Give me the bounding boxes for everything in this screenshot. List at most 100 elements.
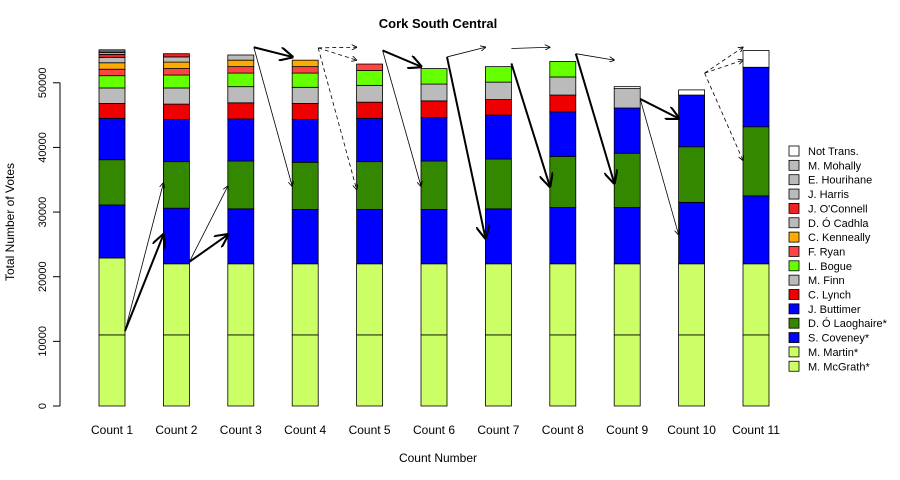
transfer-arrow-8	[318, 47, 356, 60]
x-tick-label: Count 4	[284, 423, 326, 437]
bar-segment-m-finn-count-8	[549, 76, 577, 96]
bar-segment-s-coveney-count-6	[420, 209, 448, 265]
legend-swatch-j-harris	[788, 188, 800, 200]
x-tick-label: Count 1	[91, 423, 133, 437]
transfer-arrow-13	[446, 56, 485, 238]
y-tick-label: 20000	[37, 261, 49, 292]
legend-label-s-coveney: S. Coveney*	[808, 333, 870, 345]
legend-swatch-m-finn	[788, 274, 800, 286]
bar-segment-s-coveney-count-7	[484, 208, 512, 265]
x-tick-label: Count 7	[477, 423, 519, 437]
bar-segment-f-ryan-count-1	[98, 68, 126, 77]
bar-segment-d-o-cadhla-count-3	[227, 54, 255, 61]
bar-segment-s-coveney-count-8	[549, 207, 577, 265]
y-tick-label: 50000	[37, 67, 49, 98]
bar-segment-m-mcgrath-count-5	[356, 334, 384, 407]
bar-segment-m-finn-count-9	[613, 88, 641, 109]
y-axis: 0 10000 20000 30000 40000 50000	[37, 67, 61, 409]
bar-segment-j-o-connell-count-2	[162, 53, 190, 58]
legend-label-j-o-connell: J. O'Connell	[808, 203, 868, 215]
bar-segment-d-o-laoghaire-count-11	[742, 126, 770, 197]
legend-swatch-f-ryan	[788, 246, 800, 257]
bar-segment-d-o-laoghaire-count-1	[98, 159, 126, 206]
legend-swatch-m-martin	[788, 346, 800, 358]
bar-segment-m-mcgrath-count-8	[549, 334, 577, 407]
bar-segment-not-trans-count-11	[742, 50, 770, 68]
x-tick-label: Count 2	[155, 423, 197, 437]
bar-segment-m-martin-count-9	[613, 263, 641, 336]
bar-segment-m-martin-count-8	[549, 263, 577, 336]
bar-segment-l-bogue-count-7	[484, 66, 512, 83]
x-tick-label: Count 9	[606, 423, 648, 437]
bar-segment-m-martin-count-10	[678, 263, 705, 336]
bar-segment-s-coveney-count-9	[613, 207, 641, 265]
bar-segment-m-finn-count-4	[291, 86, 319, 104]
bar-segment-m-martin-count-3	[227, 263, 255, 336]
legend-swatch-j-buttimer	[788, 303, 800, 315]
bar-segment-m-mohally-count-1	[98, 49, 126, 52]
bar-segment-not-trans-count-10	[678, 89, 705, 96]
legend-swatch-d-o-cadhla	[788, 217, 800, 229]
transfer-arrow-1	[124, 183, 163, 332]
bar-segment-m-finn-count-7	[484, 81, 512, 100]
x-tick-label: Count 5	[349, 423, 391, 437]
legend-swatch-m-mohally	[788, 159, 800, 171]
bar-segment-j-buttimer-count-7	[484, 114, 512, 160]
bar-segment-m-mcgrath-count-2	[162, 334, 190, 407]
x-tick-label: Count 3	[220, 423, 262, 437]
bar-segment-d-o-cadhla-count-1	[98, 57, 126, 64]
legend-swatch-l-bogue	[788, 260, 800, 272]
transfer-arrow-19	[639, 98, 678, 235]
bar-segment-j-buttimer-count-11	[742, 66, 770, 128]
legend: Not Trans. M. Mohally E. Hourihane J. Harri…	[788, 145, 888, 373]
x-tick-label-group: Count 1 Count 2 Count 3 Count 4 Count 5 Count…	[91, 423, 780, 437]
bar-segment-c-lynch-count-6	[420, 100, 448, 119]
legend-label-j-harris: J. Harris	[808, 189, 849, 201]
bar-segment-m-finn-count-2	[162, 87, 190, 105]
bar-segment-j-buttimer-count-3	[227, 118, 255, 162]
bar-segment-m-mcgrath-count-7	[484, 334, 512, 407]
legend-label-m-martin: M. Martin*	[808, 347, 859, 359]
bar-segment-d-o-cadhla-count-2	[162, 56, 190, 63]
legend-label-f-ryan: F. Ryan	[808, 246, 845, 258]
bar-segment-j-buttimer-count-2	[162, 119, 190, 163]
bar-segment-not-trans-count-9	[613, 86, 641, 90]
bar-segment-m-mcgrath-count-6	[420, 334, 448, 407]
transfer-arrow-4	[188, 235, 227, 263]
bar-segment-c-kenneally-count-1	[98, 62, 126, 70]
bar-segment-c-lynch-count-1	[98, 103, 126, 119]
bar-segment-j-buttimer-count-5	[356, 117, 384, 163]
transfer-arrow-16	[575, 53, 614, 60]
transfer-arrow-14	[511, 47, 549, 48]
bar-segment-j-o-connell-count-1	[98, 53, 126, 58]
transfer-arrow-2	[124, 235, 163, 332]
transfer-arrow-12	[446, 47, 485, 58]
legend-label-not-trans: Not Trans.	[808, 146, 859, 158]
bar-stack-group	[98, 49, 770, 407]
y-tick-label: 30000	[37, 197, 49, 228]
bar-segment-s-coveney-count-4	[291, 209, 319, 265]
bar-segment-m-martin-count-7	[484, 263, 512, 336]
legend-swatch-e-hourihane	[788, 174, 800, 186]
bar-segment-s-coveney-count-2	[162, 207, 190, 265]
legend-label-d-o-cadhla: D. Ó Cadhla	[808, 217, 869, 230]
bar-segment-m-mcgrath-count-9	[613, 334, 641, 407]
bar-segment-d-o-laoghaire-count-10	[678, 146, 705, 203]
bar-segment-d-o-laoghaire-count-5	[356, 161, 384, 210]
bar-segment-m-martin-count-5	[356, 263, 384, 336]
bar-segment-l-bogue-count-3	[227, 72, 255, 88]
bar-segment-m-mcgrath-count-4	[291, 334, 319, 407]
bar-segment-m-finn-count-6	[420, 83, 448, 102]
bar-segment-s-coveney-count-11	[742, 195, 770, 265]
transfer-arrow-6	[253, 47, 292, 186]
transfer-arrow-9	[317, 47, 356, 190]
legend-swatch-j-o-connell	[788, 202, 800, 214]
legend-swatch-s-coveney	[788, 332, 800, 343]
legend-label-m-mohally: M. Mohally	[808, 160, 862, 172]
bar-segment-f-ryan-count-2	[162, 68, 190, 76]
legend-swatch-c-kenneally	[788, 231, 800, 243]
bar-segment-m-finn-count-3	[227, 86, 255, 104]
bar-segment-d-o-laoghaire-count-7	[484, 158, 512, 210]
bar-segment-l-bogue-count-1	[98, 75, 126, 89]
